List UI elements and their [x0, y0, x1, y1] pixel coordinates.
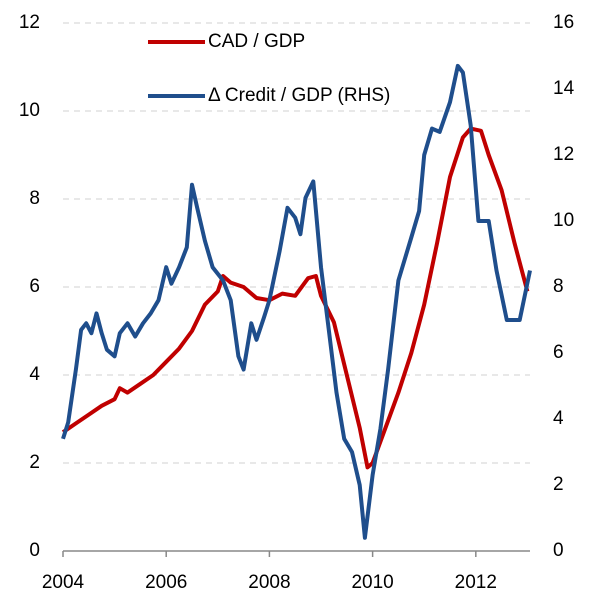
y-tick-label: 6	[29, 276, 40, 297]
x-tick-label: 2004	[42, 572, 85, 593]
y2-tick-label: 14	[553, 78, 575, 99]
y2-tick-label: 6	[553, 342, 564, 363]
y-tick-label: 12	[19, 12, 40, 33]
y2-tick-label: 4	[553, 408, 564, 429]
y-tick-label: 10	[19, 100, 40, 121]
y-tick-label: 4	[29, 364, 40, 385]
y2-tick-label: 10	[553, 210, 574, 231]
legend-label: CAD / GDP	[208, 31, 305, 52]
y2-tick-label: 8	[553, 276, 564, 297]
x-tick-label: 2006	[145, 572, 187, 593]
series-line	[61, 126, 530, 470]
y-tick-label: 2	[29, 452, 40, 473]
y2-tick-label: 2	[553, 474, 564, 495]
y2-tick-label: 12	[553, 144, 574, 165]
series-line	[61, 63, 532, 540]
x-tick-label: 2008	[248, 572, 290, 593]
legend-label: Δ Credit / GDP (RHS)	[208, 85, 390, 106]
y2-tick-label: 0	[553, 540, 564, 561]
y-tick-label: 8	[29, 188, 40, 209]
y2-tick-label: 16	[553, 12, 574, 33]
x-tick-label: 2012	[455, 572, 497, 593]
x-tick-label: 2010	[351, 572, 393, 593]
y-tick-label: 0	[29, 540, 40, 561]
